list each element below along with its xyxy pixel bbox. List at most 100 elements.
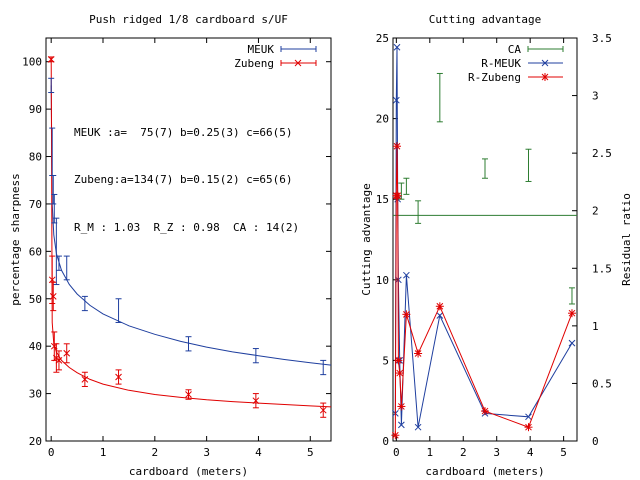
marker-stroke bbox=[414, 423, 422, 431]
data-point-r-zubeng bbox=[393, 191, 402, 200]
marker-stroke bbox=[525, 413, 532, 421]
legend-label: MEUK bbox=[248, 43, 275, 56]
y2-tick-label: 1.5 bbox=[592, 262, 612, 275]
data-point-r-zubeng bbox=[481, 407, 489, 416]
data-point-meuk bbox=[252, 348, 259, 364]
marker-stroke bbox=[568, 339, 576, 347]
y-axis-label: percentage sharpness bbox=[9, 173, 22, 305]
marker-stroke bbox=[115, 373, 122, 381]
annotation: R_M : 1.03 R_Z : 0.98 CA : 14(2) bbox=[74, 221, 299, 234]
data-point-ca bbox=[415, 200, 422, 224]
marker-stroke bbox=[436, 312, 444, 319]
marker-stroke bbox=[48, 276, 56, 284]
data-marker-zubeng bbox=[47, 55, 55, 63]
data-point-r-zubeng bbox=[397, 402, 406, 411]
data-point-r-zubeng bbox=[394, 356, 403, 365]
data-point-r-meuk bbox=[568, 339, 576, 347]
marker-stroke bbox=[294, 59, 302, 67]
data-marker-zubeng bbox=[319, 406, 327, 414]
data-point-r-meuk bbox=[393, 43, 401, 51]
x-tick-label: 3 bbox=[203, 446, 210, 459]
data-point-ca bbox=[482, 158, 488, 179]
x-tick-label: 3 bbox=[493, 446, 500, 459]
y-tick-label: 5 bbox=[382, 354, 389, 367]
data-point-meuk bbox=[53, 217, 60, 286]
data-marker-zubeng bbox=[81, 376, 89, 383]
y-tick-label: 10 bbox=[376, 274, 389, 287]
y2-tick-label: 2.5 bbox=[592, 147, 612, 160]
x-tick-label: 0 bbox=[48, 446, 55, 459]
y-tick-label: 30 bbox=[29, 388, 42, 401]
data-point-ca bbox=[398, 182, 405, 200]
data-point-r-meuk bbox=[525, 413, 532, 421]
data-marker-zubeng bbox=[115, 373, 122, 381]
annotation: Zubeng:a=134(7) b=0.15(2) c=65(6) bbox=[74, 173, 293, 186]
marker-stroke bbox=[393, 43, 401, 51]
marker-stroke bbox=[392, 96, 400, 104]
annotation: MEUK :a= 75(7) b=0.25(3) c=66(5) bbox=[74, 126, 293, 139]
data-point-r-zubeng bbox=[414, 349, 423, 358]
y2-tick-label: 2 bbox=[592, 205, 599, 218]
data-point-r-meuk bbox=[414, 423, 422, 431]
y-tick-label: 20 bbox=[29, 435, 42, 448]
data-point-r-zubeng bbox=[524, 423, 533, 432]
data-point-ca bbox=[403, 177, 410, 195]
chart-title: Push ridged 1/8 cardboard s/UF bbox=[89, 13, 288, 26]
y2-tick-label: 3 bbox=[592, 90, 599, 103]
plot-frame bbox=[45, 37, 332, 442]
y-tick-label: 50 bbox=[29, 293, 42, 306]
y-tick-label: 80 bbox=[29, 151, 42, 164]
x-tick-label: 5 bbox=[307, 446, 314, 459]
data-point-r-meuk bbox=[392, 96, 400, 104]
y-tick-label: 25 bbox=[376, 32, 389, 45]
data-point-r-zubeng bbox=[395, 369, 404, 378]
legend-marker bbox=[294, 59, 302, 67]
marker-stroke bbox=[81, 376, 89, 383]
y-tick-label: 0 bbox=[382, 435, 389, 448]
data-point-meuk bbox=[185, 336, 192, 352]
y2-tick-label: 0 bbox=[592, 435, 599, 448]
marker-stroke bbox=[63, 349, 71, 357]
data-point-r-meuk bbox=[436, 312, 444, 319]
data-point-meuk bbox=[320, 359, 327, 376]
data-marker-zubeng bbox=[49, 293, 57, 300]
data-point-r-meuk bbox=[403, 271, 410, 279]
x-tick-label: 1 bbox=[100, 446, 107, 459]
marker-stroke bbox=[49, 293, 57, 300]
marker-stroke bbox=[319, 406, 327, 414]
chart-title: Cutting advantage bbox=[429, 13, 542, 26]
data-point-r-zubeng bbox=[393, 142, 402, 151]
legend-marker bbox=[541, 73, 549, 81]
data-point-r-meuk bbox=[398, 421, 405, 429]
y2-tick-label: 3.5 bbox=[592, 32, 612, 45]
y-tick-label: 60 bbox=[29, 245, 42, 258]
data-point-ca bbox=[525, 148, 532, 182]
plot-frame bbox=[392, 37, 578, 442]
data-point-meuk bbox=[50, 174, 57, 205]
legend-label: Zubeng bbox=[234, 57, 274, 70]
chart-right: 0 5 10 15 20 25 0 0.5 1 1.5 2 2.5 3 3.5 0 1 2 3 4 5 Cutting … bbox=[360, 13, 633, 478]
data-marker-zubeng bbox=[63, 349, 71, 357]
y2-tick-label: 0.5 bbox=[592, 377, 612, 390]
marker-stroke bbox=[541, 59, 549, 67]
data-point-r-zubeng bbox=[391, 431, 400, 440]
x-tick-label: 4 bbox=[255, 446, 262, 459]
data-point-r-zubeng bbox=[435, 302, 444, 311]
y-axis-label: Cutting advantage bbox=[360, 183, 373, 296]
legend-label: R-Zubeng bbox=[468, 71, 521, 84]
y-tick-label: 90 bbox=[29, 103, 42, 116]
legend-label: CA bbox=[508, 43, 522, 56]
x-tick-label: 2 bbox=[460, 446, 467, 459]
x-tick-label: 1 bbox=[426, 446, 433, 459]
data-point-meuk bbox=[81, 295, 88, 312]
legend-label: R-MEUK bbox=[481, 57, 521, 70]
data-marker-zubeng bbox=[185, 391, 192, 398]
y-tick-label: 15 bbox=[376, 193, 389, 206]
data-point-meuk bbox=[63, 255, 70, 281]
data-point-meuk bbox=[115, 298, 122, 323]
chart-left: 20 30 40 50 60 70 80 90 100 0 1 2 3 4 5 Push ridged 1/8… bbox=[9, 13, 332, 478]
